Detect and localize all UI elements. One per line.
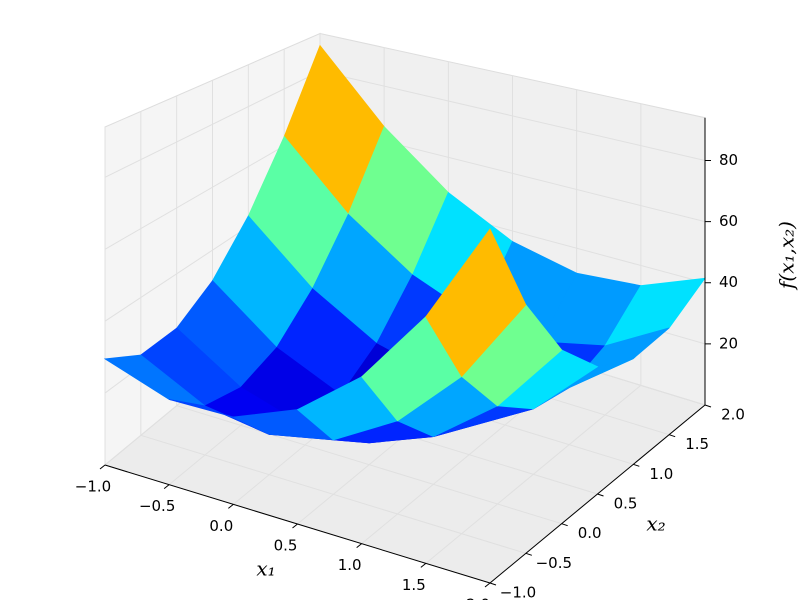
- y-tick: [561, 523, 568, 527]
- surface-patch: [425, 228, 527, 378]
- y-tick: [633, 463, 640, 467]
- y-tick-label: 2.0: [721, 406, 745, 424]
- y-tick: [597, 493, 604, 497]
- y-tick: [489, 582, 497, 586]
- y-tick: [669, 434, 676, 438]
- y-axis-line: [489, 404, 706, 584]
- axes: −1.0−0.50.00.51.01.52.0−1.0−0.50.00.51.0…: [75, 117, 745, 600]
- z-tick-label: 80: [719, 151, 738, 169]
- y-tick-label: −1.0: [500, 584, 536, 600]
- x-tick: [99, 464, 106, 470]
- y-tick-label: 0.5: [614, 495, 638, 513]
- x-tick: [228, 503, 234, 509]
- y-tick-label: −0.5: [536, 554, 572, 572]
- grid-line: [176, 405, 562, 525]
- x-axis-line: [104, 464, 491, 584]
- x-tick-label: 1.0: [338, 556, 362, 574]
- x-tick: [420, 562, 427, 568]
- grid-line: [104, 70, 321, 178]
- x-tick: [163, 484, 170, 490]
- y-tick: [704, 404, 712, 408]
- x-tick-label: −1.0: [75, 478, 111, 496]
- z-tick-label: 60: [719, 212, 738, 230]
- y-axis-label: x₂: [646, 512, 665, 536]
- z-axis-label: f(x₁,x₂): [775, 221, 799, 291]
- x-tick-label: −0.5: [139, 497, 175, 515]
- x-tick: [484, 582, 491, 588]
- grid-line: [140, 434, 526, 554]
- z-tick-label: 20: [719, 334, 738, 352]
- surface: [103, 44, 706, 444]
- y-tick-label: 0.0: [578, 524, 602, 542]
- x-tick-label: 1.5: [402, 576, 426, 594]
- grid-line: [319, 70, 706, 161]
- y-tick: [525, 552, 532, 556]
- x-tick-label: 2.0: [466, 596, 490, 600]
- x-tick: [356, 543, 362, 549]
- x-tick-label: 0.0: [209, 517, 233, 535]
- x-tick-label: 0.5: [274, 537, 298, 555]
- y-tick-label: 1.5: [685, 435, 709, 453]
- x-tick: [292, 523, 298, 529]
- y-tick-label: 1.0: [649, 465, 673, 483]
- x-axis-label: x₁: [256, 557, 275, 581]
- z-tick-label: 40: [719, 273, 738, 291]
